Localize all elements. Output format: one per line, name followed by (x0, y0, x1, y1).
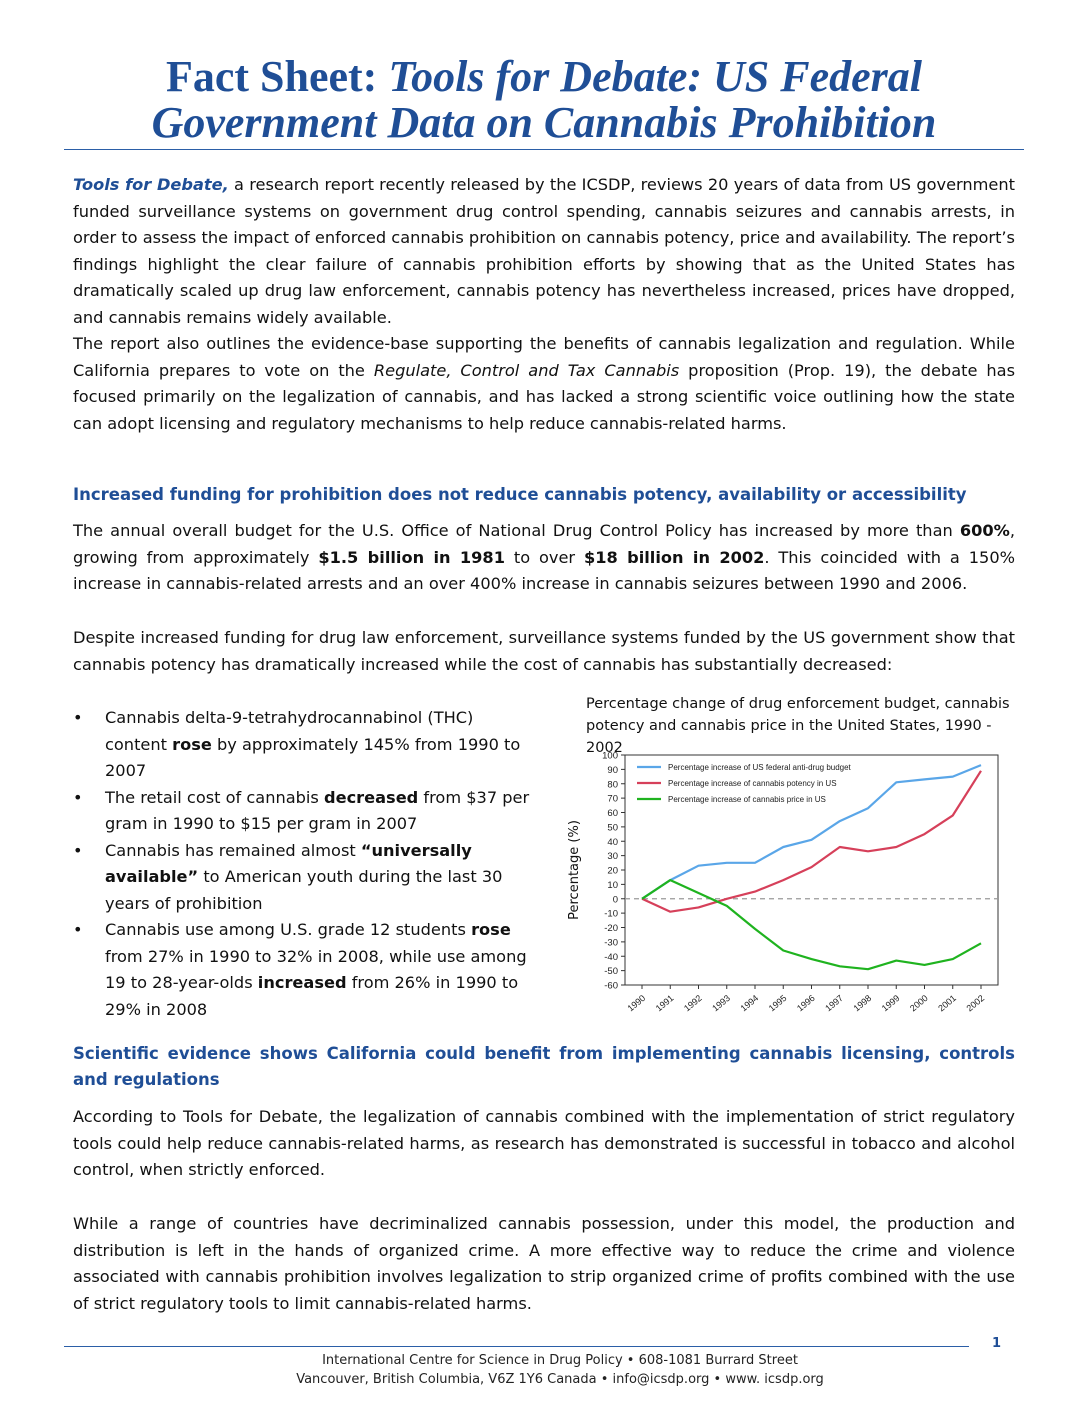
y-tick-label: -10 (604, 909, 618, 920)
section-2-heading: Scientific evidence shows California cou… (73, 1044, 1015, 1089)
title-italic-line-2: Government Data on Cannabis Prohibition (151, 98, 937, 147)
bullet-text: from 27% in 1990 to 32% in 2008, while u… (105, 946, 527, 993)
legend-label-3: Percentage increase of cannabis price in… (668, 795, 826, 804)
y-tick-label: 90 (607, 765, 618, 776)
y-tick-label: 50 (607, 822, 618, 833)
y-tick-label: 100 (602, 751, 618, 762)
bullet-bold: increased (257, 973, 347, 992)
section-2-paragraph-2: While a range of countries have decrimin… (73, 1214, 1015, 1313)
footer-line-1: International Centre for Science in Drug… (322, 1353, 798, 1368)
x-tick-label: 2000 (908, 993, 930, 1014)
x-tick-label: 1990 (626, 993, 648, 1014)
bullet-text: by approximately 145% from 1990 to 2007 (105, 734, 521, 781)
bullet-text: Cannabis use among U.S. grade 12 student… (105, 920, 472, 939)
title-divider (64, 149, 1024, 150)
intro-p2-italic: Regulate, Control and Tax Cannabis (373, 360, 680, 380)
findings-list: Cannabis delta-9-tetrahydrocannabinol (T… (73, 705, 533, 1023)
title-line-1: Fact Sheet: Tools for Debate: US Federal (60, 54, 1028, 100)
bullet-text: The retail cost of cannabis (105, 787, 325, 807)
y-tick-label: 20 (607, 866, 618, 877)
list-item: Cannabis has remained almost “universall… (73, 838, 533, 918)
x-tick-label: 2001 (936, 993, 958, 1014)
bullet-text: Cannabis has remained almost (105, 840, 361, 860)
y-tick-label: -50 (604, 966, 618, 977)
y-tick-label: -20 (604, 923, 618, 934)
s1p1-bold-3: $18 billion in 2002 (583, 547, 765, 567)
x-tick-label: 1996 (795, 993, 817, 1014)
legend-label-1: Percentage increase of US federal anti-d… (668, 763, 852, 772)
page-title: Fact Sheet: Tools for Debate: US Federal… (60, 54, 1028, 146)
plot-area (624, 754, 999, 986)
s1p1-d: to over (504, 547, 584, 567)
s1p1-a: The annual overall budget for the U.S. O… (73, 521, 960, 540)
y-tick-label: -60 (604, 981, 618, 992)
series-line-2 (641, 770, 982, 913)
x-tick-label: 1993 (710, 993, 732, 1014)
list-item: Cannabis delta-9-tetrahydrocannabinol (T… (73, 705, 533, 785)
y-tick-label: 70 (607, 794, 618, 805)
x-tick-label: 2002 (965, 993, 987, 1014)
y-tick-label: 10 (607, 880, 618, 891)
x-tick-label: 1992 (682, 993, 704, 1014)
s1p1-e: . This coincided with a 150% increase in… (73, 547, 1015, 594)
y-tick-label: 30 (607, 851, 618, 862)
bullet-text: Cannabis delta-9-tetrahydrocannabinol (T… (105, 708, 474, 754)
x-tick-label: 1998 (852, 993, 874, 1014)
bullet-bold: rose (172, 734, 212, 754)
section-1-heading: Increased funding for prohibition does n… (73, 485, 967, 504)
page-number: 1 (992, 1336, 1002, 1351)
bullet-bold: “universally available” (105, 840, 472, 887)
footer-line-2: Vancouver, British Columbia, V6Z 1Y6 Can… (296, 1372, 824, 1387)
y-tick-label: 0 (613, 894, 618, 905)
list-item: Cannabis use among U.S. grade 12 student… (73, 917, 533, 1023)
y-tick-label: 80 (607, 779, 618, 790)
bullet-text: from 26% in 1990 to 29% in 2008 (105, 973, 519, 1019)
intro-lead: Tools for Debate, (73, 175, 229, 194)
x-tick-label: 1997 (823, 993, 845, 1014)
intro-p1-text: a research report recently released by t… (73, 175, 1015, 327)
section-1-paragraph-2: Despite increased funding for drug law e… (73, 628, 1015, 674)
s1p1-bold-2: $1.5 billion in 1981 (318, 547, 505, 567)
y-tick-label: 40 (607, 837, 618, 848)
title-prefix: Fact Sheet: (165, 52, 378, 101)
intro-paragraph-2: The report also outlines the evidence-ba… (73, 331, 1015, 437)
footer-divider (64, 1346, 969, 1347)
x-tick-label: 1994 (739, 993, 761, 1014)
y-axis-label: Percentage (%) (567, 820, 582, 920)
series-line-1 (641, 764, 982, 900)
y-tick-label: 60 (607, 808, 618, 819)
x-tick-label: 1995 (767, 993, 789, 1014)
line-chart: 1009080706050403020100-10-20-30-40-50-60… (567, 751, 999, 1014)
chart-title: Percentage change of drug enforcement bu… (586, 696, 1010, 756)
x-tick-label: 1999 (880, 993, 902, 1014)
bullet-bold: rose (471, 920, 511, 939)
title-italic-line-1: Tools for Debate: US Federal (377, 52, 923, 101)
intro-paragraph-1: Tools for Debate, a research report rece… (73, 172, 1015, 331)
section-1-paragraph-1: The annual overall budget for the U.S. O… (73, 518, 1015, 598)
x-tick-label: 1991 (654, 993, 676, 1014)
bullet-text: to American youth during the last 30 yea… (105, 867, 503, 913)
y-tick-label: -40 (604, 952, 618, 963)
bullet-bold: decreased (324, 787, 419, 807)
s1p1-c: , growing from approximately (73, 521, 1015, 567)
intro-p2-a: The report also outlines the evidence-ba… (73, 334, 1015, 380)
intro-p2-b: proposition (Prop. 19), the debate has f… (73, 360, 1015, 433)
series-line-3 (641, 879, 982, 971)
legend-label-2: Percentage increase of cannabis potency … (668, 779, 837, 788)
section-2-paragraph-1: According to Tools for Debate, the legal… (73, 1107, 1015, 1179)
bullet-text: from $37 per gram in 1990 to $15 per gra… (105, 787, 530, 834)
y-tick-label: -30 (604, 937, 618, 948)
list-item: The retail cost of cannabis decreased fr… (73, 785, 533, 838)
s1p1-bold-1: 600% (959, 521, 1010, 540)
